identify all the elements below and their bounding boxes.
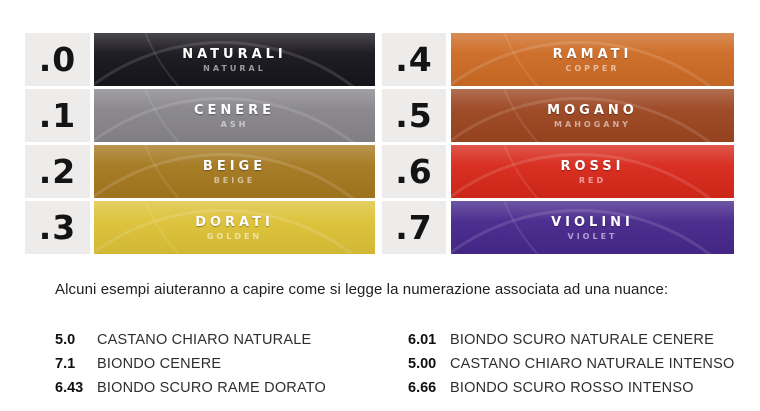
table-row: .0 NATURALI NATURAL .4 RAMATI COPPER [25,33,734,86]
example-label: CASTANO CHIARO NATURALE [97,332,312,348]
color-swatch-rossi: ROSSI RED [451,145,734,198]
color-family-table: .0 NATURALI NATURAL .4 RAMATI COPPER .1 … [25,33,734,257]
example-label: BIONDO SCURO NATURALE CENERE [450,332,714,348]
example-code: 6.66 [408,380,437,396]
example-code: 5.00 [408,356,437,372]
swatch-name: MOGANO [547,102,638,118]
color-swatch-naturali: NATURALI NATURAL [94,33,375,86]
color-swatch-violini: VIOLINI VIOLET [451,201,734,254]
example-code: 6.43 [55,380,84,396]
list-item: 6.66 BIONDO SCURO ROSSO INTENSO [408,376,748,400]
example-code: 6.01 [408,332,437,348]
color-swatch-beige: BEIGE BEIGE [94,145,375,198]
table-row: .1 CENERE ASH .5 MOGANO MAHOGANY [25,89,734,142]
color-swatch-dorati: DORATI GOLDEN [94,201,375,254]
swatch-name: DORATI [195,214,274,230]
code-cell: .4 [382,33,446,86]
list-item: 5.0 CASTANO CHIARO NATURALE [55,328,408,352]
swatch-name: VIOLINI [551,214,634,230]
list-item: 6.01 BIONDO SCURO NATURALE CENERE [408,328,748,352]
code-cell: .0 [25,33,90,86]
swatch-name-en: RED [578,175,607,185]
table-row: .2 BEIGE BEIGE .6 ROSSI RED [25,145,734,198]
code-cell: .3 [25,201,90,254]
swatch-name-en: BEIGE [213,175,256,185]
code-cell: .2 [25,145,90,198]
color-swatch-ramati: RAMATI COPPER [451,33,734,86]
swatch-name: BEIGE [202,158,267,174]
list-item: 5.00 CASTANO CHIARO NATURALE INTENSO [408,352,748,376]
intro-text: Alcuni esempi aiuteranno a capire come s… [55,281,669,298]
color-swatch-mogano: MOGANO MAHOGANY [451,89,734,142]
table-row: .3 DORATI GOLDEN .7 VIOLINI VIOLET [25,201,734,254]
list-item: 7.1 BIONDO CENERE [55,352,408,376]
color-swatch-cenere: CENERE ASH [94,89,375,142]
examples-column-right: 6.01 BIONDO SCURO NATURALE CENERE 5.00 C… [408,328,748,400]
swatch-name-en: VIOLET [567,231,618,241]
swatch-name-en: NATURAL [203,63,266,73]
code-cell: .7 [382,201,446,254]
example-label: CASTANO CHIARO NATURALE INTENSO [450,356,735,372]
swatch-name-en: ASH [220,119,249,129]
swatch-name: CENERE [193,102,276,118]
example-label: BIONDO CENERE [97,356,222,372]
swatch-name: RAMATI [552,46,633,62]
example-label: BIONDO SCURO RAME DORATO [97,380,327,396]
examples-column-left: 5.0 CASTANO CHIARO NATURALE 7.1 BIONDO C… [55,328,408,400]
swatch-name-en: GOLDEN [206,231,263,241]
swatch-name-en: COPPER [565,63,620,73]
example-label: BIONDO SCURO ROSSO INTENSO [450,380,694,396]
example-code: 7.1 [55,356,76,372]
code-cell: .1 [25,89,90,142]
list-item: 6.43 BIONDO SCURO RAME DORATO [55,376,408,400]
example-code: 5.0 [55,332,76,348]
code-cell: .5 [382,89,446,142]
code-cell: .6 [382,145,446,198]
swatch-name: NATURALI [182,46,287,62]
swatch-name: ROSSI [560,158,625,174]
swatch-name-en: MAHOGANY [554,119,631,129]
examples-list: 5.0 CASTANO CHIARO NATURALE 7.1 BIONDO C… [55,328,748,400]
